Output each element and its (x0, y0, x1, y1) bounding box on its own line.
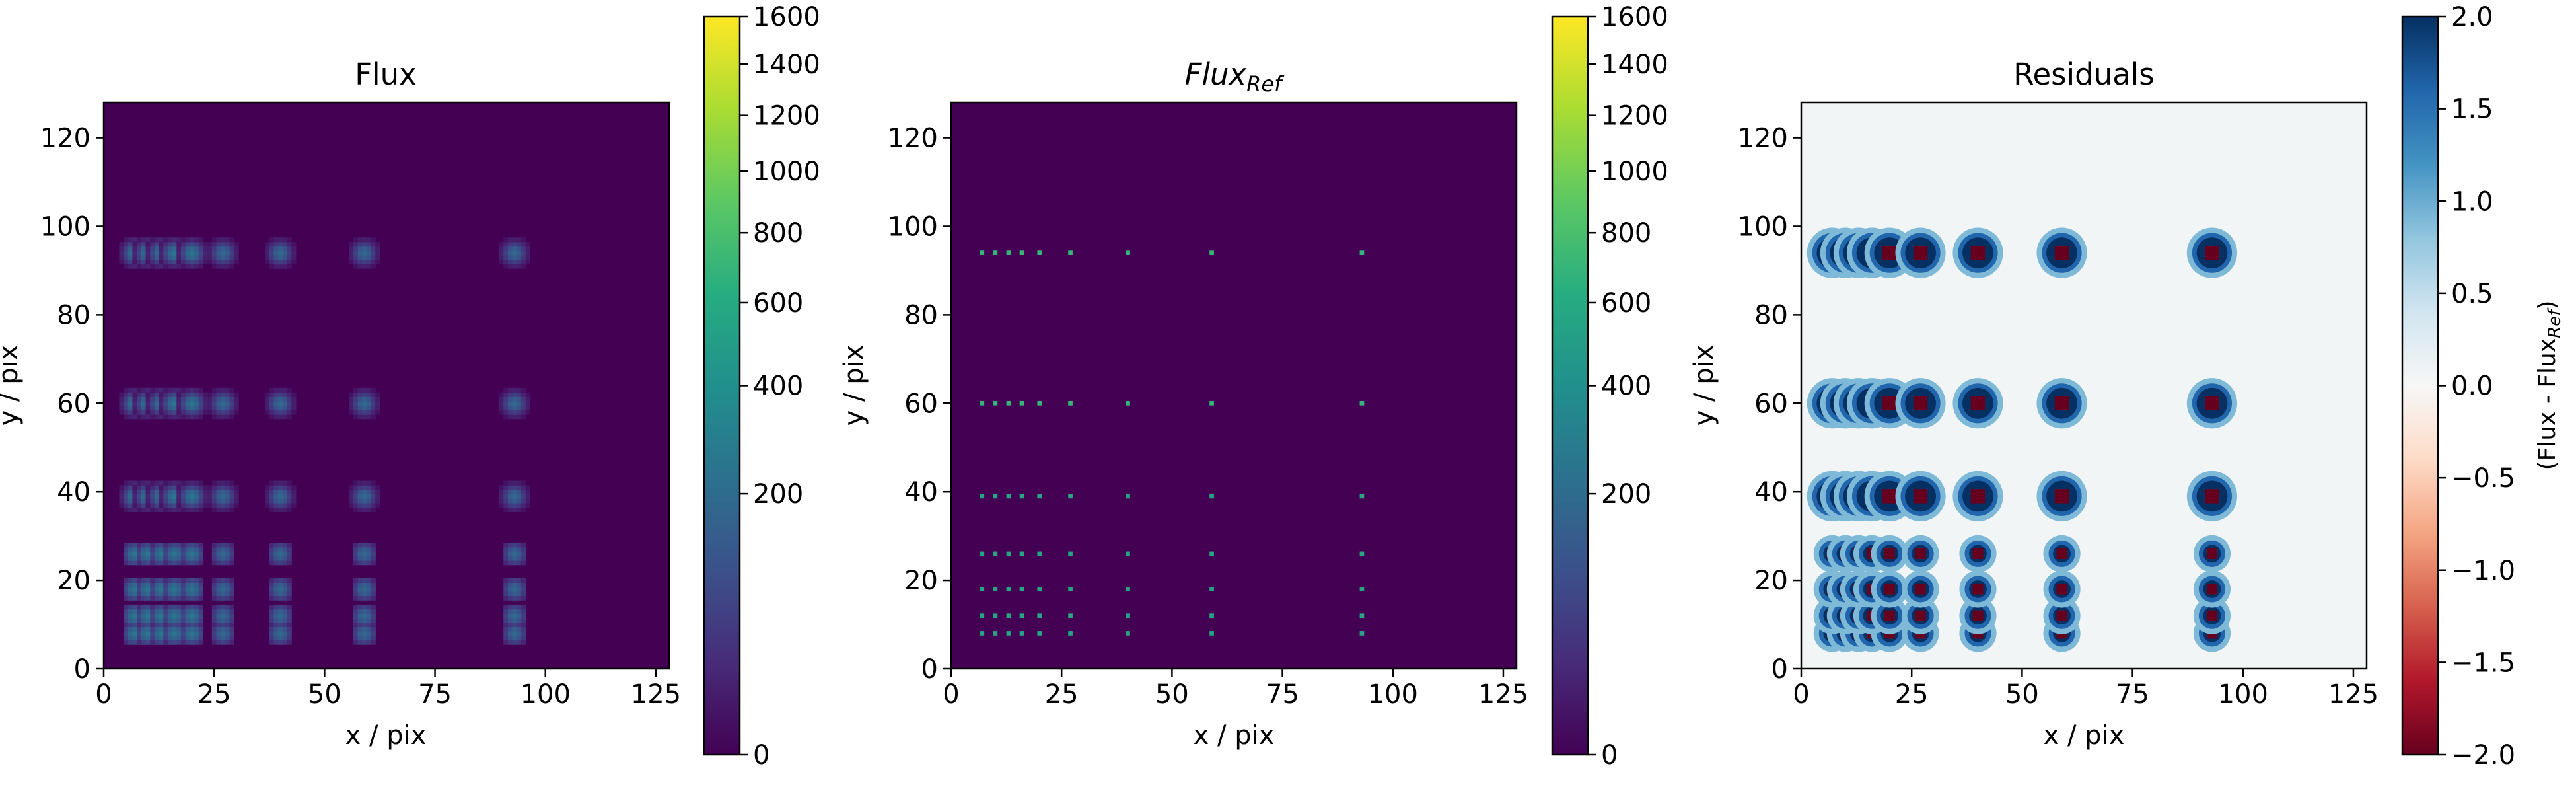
colorbar-tick-label: 1000 (753, 157, 820, 187)
y-axis-label: y / pix (0, 345, 24, 426)
colorbar-tick-label: 1600 (753, 2, 820, 32)
y-tick-label: 100 (40, 211, 90, 242)
y-tick-label: 60 (1754, 389, 1788, 419)
colorbar-tick-label: 0.0 (2451, 371, 2493, 402)
panel-title: FluxRef (1185, 57, 1285, 96)
colorbar-tick-label: 400 (1601, 371, 1651, 402)
x-tick-label: 50 (2005, 679, 2039, 710)
colorbar-tick-label: 200 (1601, 479, 1651, 510)
x-tick-label: 0 (943, 679, 959, 710)
axes-frame (102, 101, 670, 670)
panel-flux: Flux 0 25 50 75 100 125 0 20 40 60 80 100 120 x / pi… (0, 57, 681, 751)
panel-title: Residuals (2013, 57, 2155, 92)
y-tick-label: 40 (57, 477, 90, 508)
y-tick-label: 80 (57, 300, 90, 330)
y-tick-label: 0 (74, 654, 90, 685)
y-tick-label: 0 (921, 654, 938, 685)
heatmap-flux (104, 102, 669, 669)
y-tick-label: 40 (904, 477, 938, 508)
y-tick-label: 120 (888, 124, 938, 154)
colorbar-tick-label: 1200 (1601, 101, 1668, 132)
y-axis-label: y / pix (839, 345, 869, 426)
colorbar-tick-label: 1200 (753, 101, 820, 132)
colorbar-tick-label: 1000 (1601, 157, 1668, 187)
colorbar-tick-label: 1600 (1601, 2, 1668, 32)
panel-title: Flux (355, 57, 417, 92)
x-tick-label: 25 (1045, 679, 1079, 710)
x-tick-label: 0 (95, 679, 112, 710)
y-tick-label: 20 (57, 566, 90, 596)
x-tick-label: 125 (631, 679, 681, 710)
colorbar-flux: 0 200 400 600 800 1000 1200 1400 1600 (703, 2, 820, 771)
colorbar-tick-label: −0.5 (2451, 463, 2515, 494)
heatmap-flux-ref (951, 102, 1517, 669)
x-tick-label: 100 (1368, 679, 1418, 710)
x-tick-label: 75 (418, 679, 452, 710)
y-tick-label: 120 (40, 124, 90, 154)
colorbar-tick-label: 0.5 (2451, 279, 2493, 309)
y-tick-label: 100 (1738, 211, 1788, 242)
colorbar-tick-label: 2.0 (2451, 2, 2493, 32)
colorbar-tick-label: 400 (753, 371, 803, 402)
colorbar-tick-label: 800 (753, 218, 803, 248)
x-tick-label: 25 (197, 679, 231, 710)
x-tick-label: 0 (1793, 679, 1809, 710)
y-tick-label: 0 (1771, 654, 1788, 685)
y-tick-label: 20 (1754, 566, 1788, 596)
colorbar-flux-ref: 0 200 400 600 800 1000 1200 1400 1600 (1551, 2, 1668, 771)
x-tick-label: 50 (1155, 679, 1189, 710)
y-tick-label: 20 (904, 566, 938, 596)
colorbar-tick-label: 1400 (1601, 50, 1668, 80)
colorbar-tick-label: −1.5 (2451, 648, 2515, 678)
colorbar-gradient (2401, 15, 2439, 756)
colorbar-residuals: −2.0 −1.5 −1.0 −0.5 0.0 0.5 1.0 1.5 2.0 (2401, 2, 2515, 771)
colorbar-gradient (703, 15, 741, 756)
colorbar-gradient (1551, 15, 1589, 756)
colorbar-tick-label: 600 (1601, 288, 1651, 319)
x-tick-label: 125 (2328, 679, 2379, 710)
colorbar-tick-label: 600 (753, 288, 803, 319)
x-axis-label: x / pix (2044, 720, 2125, 751)
colorbar-tick-label: 200 (753, 479, 803, 510)
y-tick-label: 120 (1738, 124, 1788, 154)
y-axis-label: y / pix (1689, 345, 1719, 426)
y-tick-label: 100 (888, 211, 938, 242)
x-tick-label: 25 (1895, 679, 1929, 710)
colorbar-tick-label: 1.0 (2451, 186, 2493, 217)
x-tick-label: 125 (1478, 679, 1528, 710)
colorbar-tick-label: 800 (1601, 218, 1651, 248)
colorbar-tick-label: −2.0 (2451, 740, 2515, 771)
x-tick-label: 100 (2218, 679, 2268, 710)
colorbar-tick-label: 1.5 (2451, 94, 2493, 125)
colorbar-label: (Flux - FluxRef) (2534, 301, 2565, 471)
x-tick-label: 100 (520, 679, 571, 710)
y-tick-label: 80 (904, 300, 938, 330)
colorbar-tick-label: 0 (753, 740, 769, 771)
panel-flux-ref: FluxRef 0 25 50 75 100 125 0 20 40 60 80 100 120 x /… (839, 57, 1528, 751)
x-axis-label: x / pix (345, 720, 427, 751)
axes-frame (1800, 101, 2368, 670)
panel-residuals: Residuals 0 25 50 75 100 125 0 20 40 60 80 100 120 x… (1689, 57, 2379, 751)
colorbar-tick-label: −1.0 (2451, 556, 2515, 586)
y-tick-label: 60 (904, 389, 938, 419)
x-tick-label: 75 (2116, 679, 2149, 710)
y-tick-label: 60 (57, 389, 90, 419)
colorbar-tick-label: 0 (1601, 740, 1618, 771)
heatmap-residuals (1801, 102, 2367, 669)
colorbar-tick-label: 1400 (753, 50, 820, 80)
y-tick-label: 40 (1754, 477, 1788, 508)
x-axis-label: x / pix (1194, 720, 1275, 751)
x-tick-label: 50 (308, 679, 341, 710)
axes-frame (950, 101, 1518, 670)
x-tick-label: 75 (1266, 679, 1299, 710)
y-tick-label: 80 (1754, 300, 1788, 330)
